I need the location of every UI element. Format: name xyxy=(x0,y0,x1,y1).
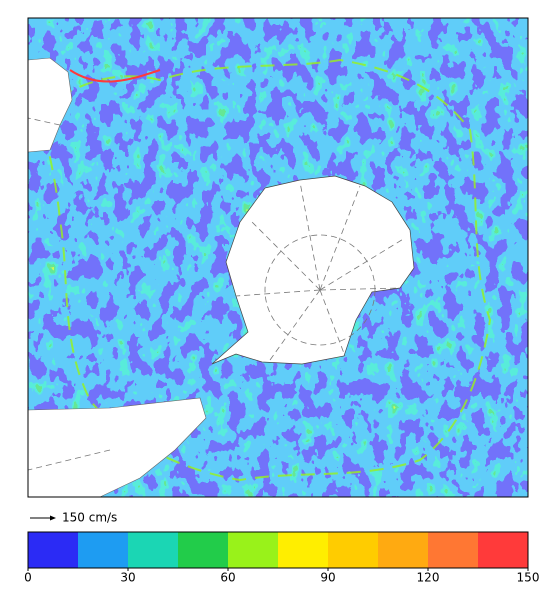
graticule xyxy=(27,117,406,471)
colorbar-bin xyxy=(328,532,379,568)
colorbar-bin xyxy=(28,532,79,568)
colorbar-bin xyxy=(478,532,529,568)
colorbar-bin xyxy=(378,532,429,568)
colorbar-tick-label: 60 xyxy=(220,571,235,585)
land xyxy=(27,57,73,153)
colorbar-tick-label: 120 xyxy=(417,571,440,585)
antarctica xyxy=(211,175,415,365)
map xyxy=(27,17,529,498)
current-streak xyxy=(69,69,161,83)
colorbar-tick-label: 150 xyxy=(517,571,540,585)
colorbar-frame xyxy=(27,531,529,569)
colorbar-bin xyxy=(78,532,129,568)
colorbar-bin xyxy=(128,532,179,568)
colorbar-bin xyxy=(228,532,279,568)
reference-arrow: 150 cm/s xyxy=(30,511,117,525)
colorbar-tick-label: 0 xyxy=(24,571,32,585)
colorbar-bin xyxy=(178,532,229,568)
map-frame xyxy=(27,17,529,498)
colorbar-bin xyxy=(428,532,479,568)
colorbar-bin xyxy=(278,532,329,568)
colorbar: 0 30 60 90 120 150 xyxy=(24,531,540,585)
current-streak xyxy=(39,58,492,482)
colorbar-tick-label: 90 xyxy=(320,571,335,585)
arrow-head xyxy=(50,515,56,521)
colorbar-tick-label: 30 xyxy=(120,571,135,585)
reference-label: 150 cm/s xyxy=(62,511,117,525)
